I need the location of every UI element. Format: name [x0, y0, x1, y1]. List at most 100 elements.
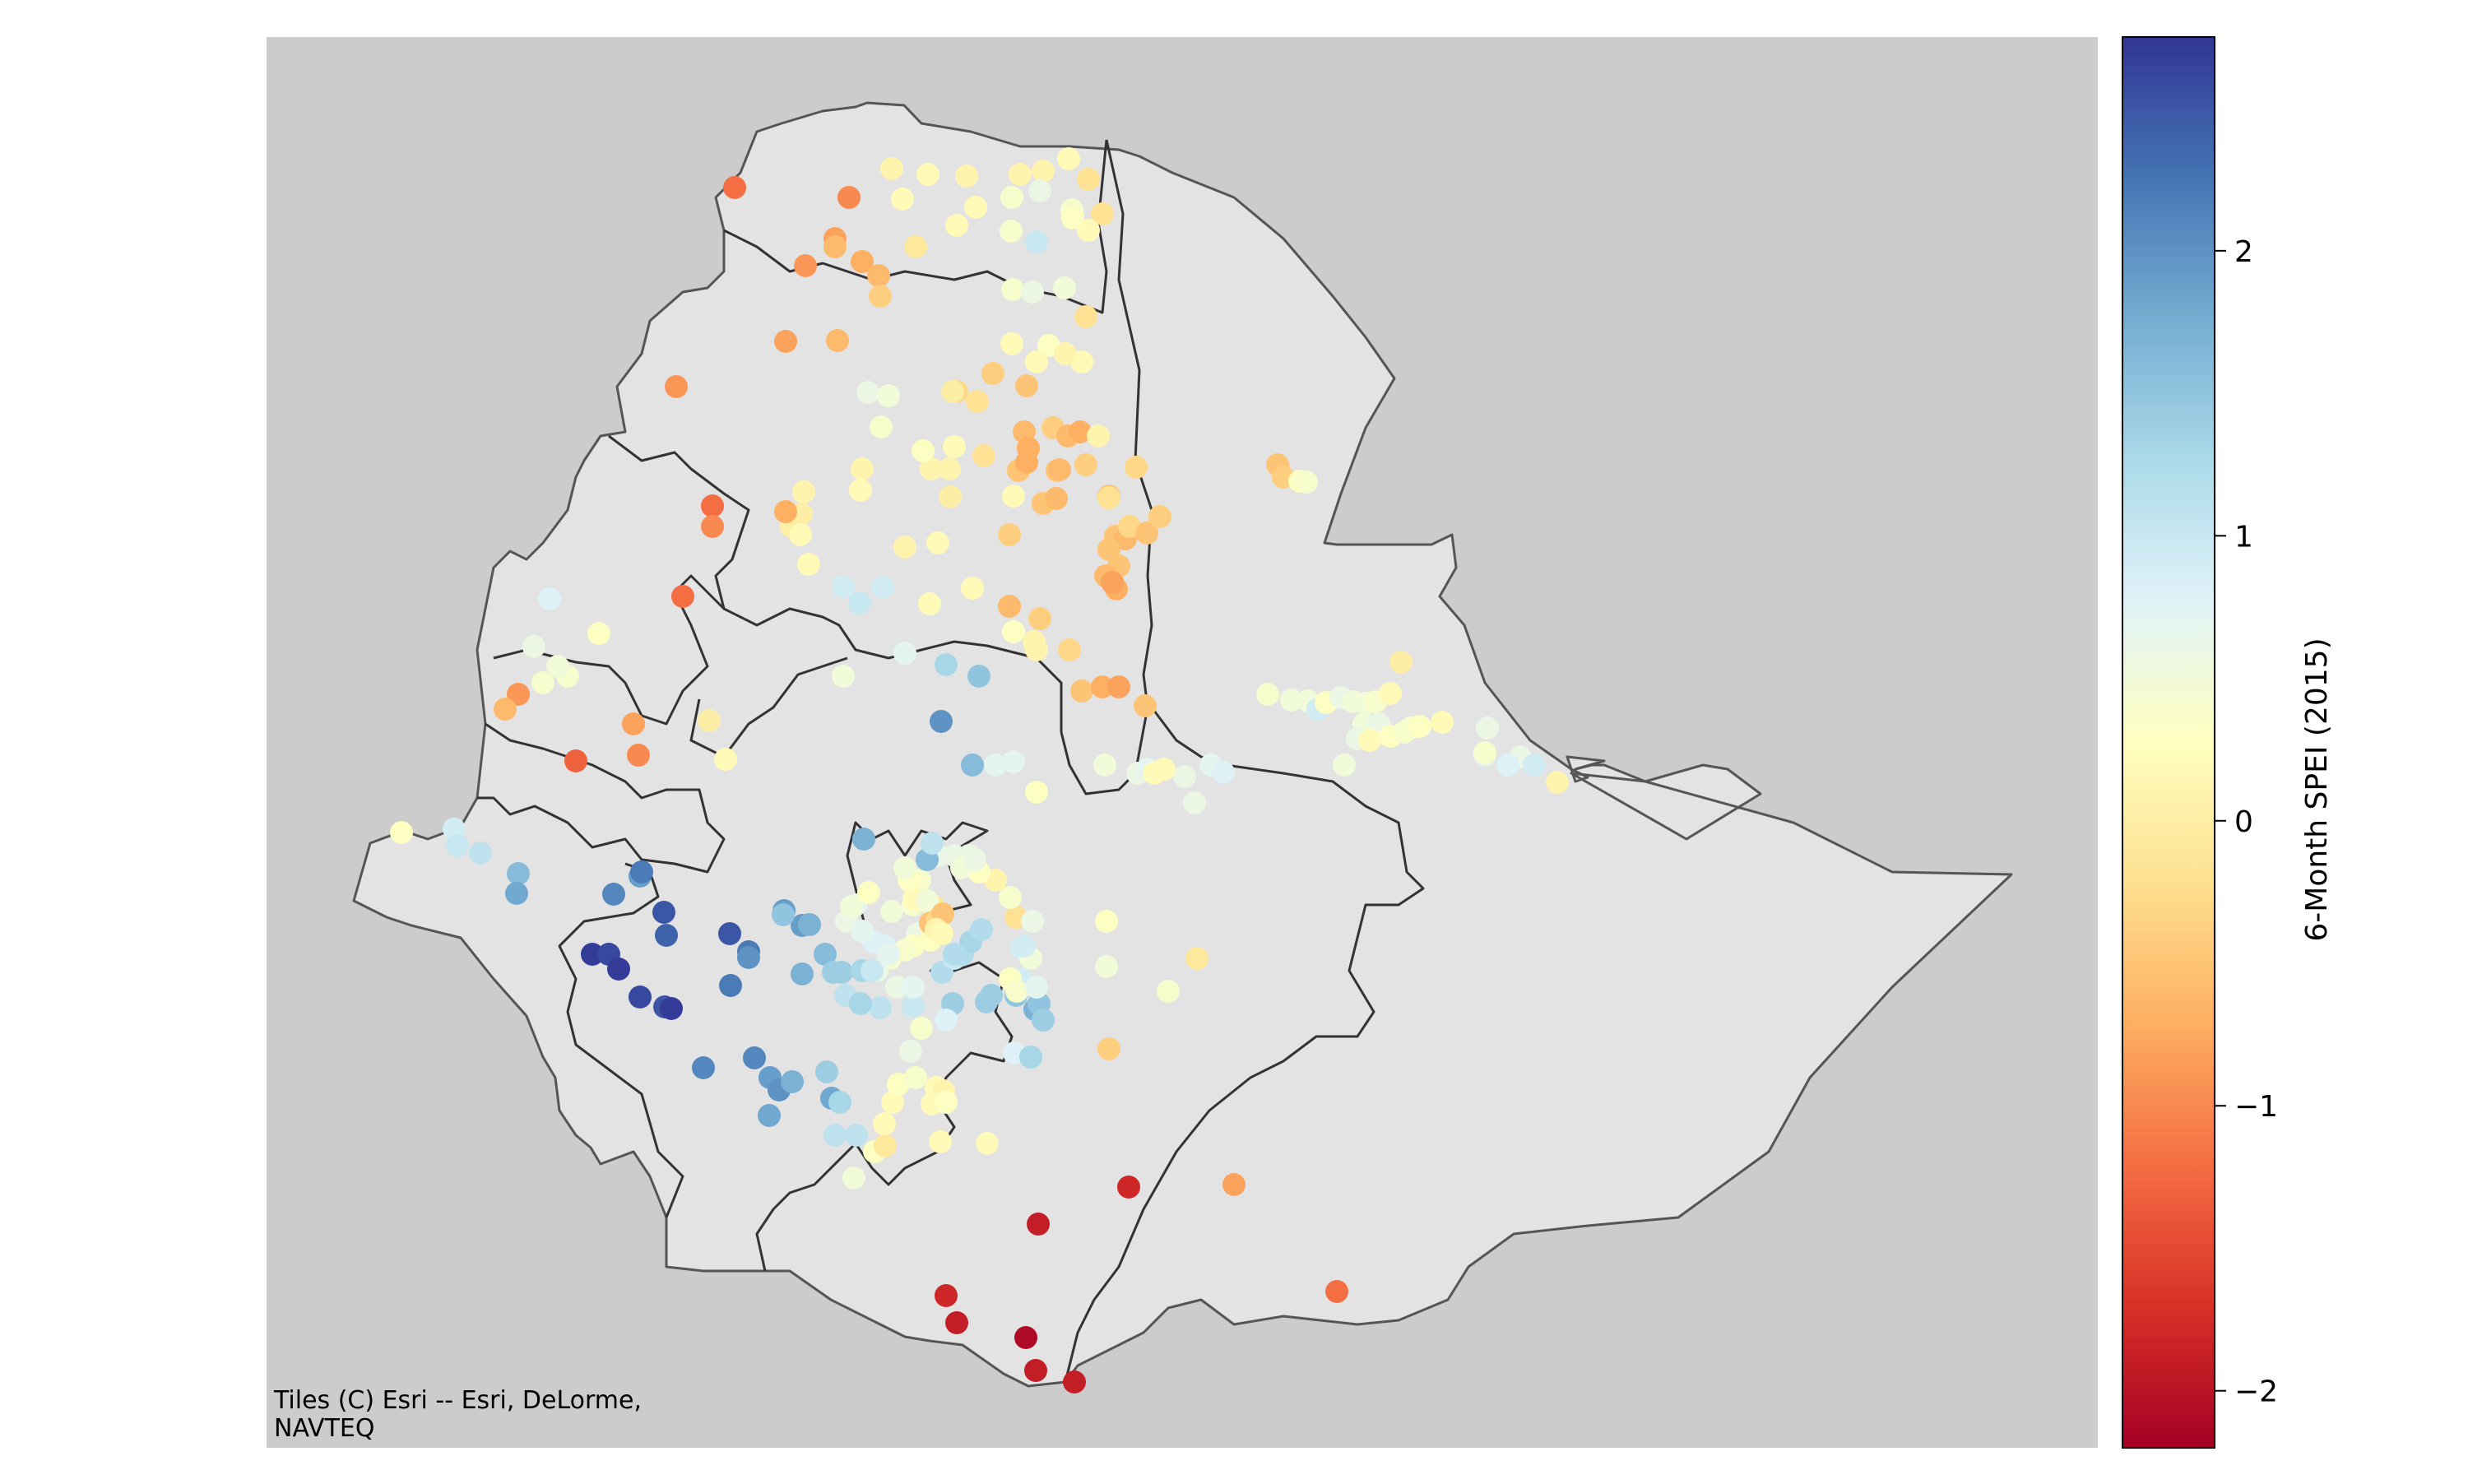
- station-point: [1095, 955, 1118, 978]
- station-point: [1019, 1046, 1042, 1069]
- station-point: [627, 744, 650, 767]
- station-point: [849, 479, 872, 502]
- station-point: [1408, 715, 1431, 738]
- station-point: [963, 848, 986, 871]
- station-point: [629, 985, 652, 1009]
- colorbar-ticks: 2 1 0 −1 −2: [2215, 235, 2278, 1409]
- station-point: [851, 457, 874, 480]
- station-point: [522, 635, 545, 658]
- station-point: [880, 900, 903, 923]
- afar-west-boundary: [1060, 139, 1153, 795]
- station-point: [1118, 515, 1141, 538]
- station-point: [893, 856, 916, 879]
- station-point: [1015, 451, 1038, 474]
- station-point: [961, 577, 984, 600]
- station-point: [861, 959, 884, 982]
- station-point: [1379, 682, 1402, 705]
- station-point: [1005, 980, 1028, 1003]
- station-point: [718, 922, 741, 945]
- station-point: [1025, 976, 1048, 999]
- colorbar-tick-label-1: 1: [2234, 520, 2253, 554]
- station-point: [1002, 485, 1025, 508]
- station-point: [743, 1046, 766, 1069]
- station-point: [941, 380, 964, 403]
- station-point: [893, 536, 916, 559]
- station-point: [998, 595, 1021, 618]
- station-point: [1358, 729, 1381, 752]
- station-point: [1074, 305, 1097, 328]
- station-point: [899, 1040, 922, 1063]
- station-point: [826, 329, 849, 352]
- station-point: [1135, 522, 1158, 545]
- station-point: [880, 157, 903, 180]
- station-point: [1256, 683, 1279, 706]
- station-point: [943, 435, 966, 458]
- snnpr-boundary: [558, 862, 684, 1218]
- station-point: [935, 653, 958, 676]
- station-point: [828, 1091, 851, 1114]
- station-point: [823, 235, 847, 258]
- station-point: [1095, 910, 1118, 933]
- station-point: [1048, 458, 1071, 481]
- station-point: [980, 984, 1003, 1007]
- station-point: [714, 748, 737, 771]
- station-point: [774, 500, 797, 523]
- station-point: [1021, 910, 1044, 933]
- station-point: [1027, 1213, 1050, 1236]
- station-point: [1025, 230, 1048, 253]
- station-point: [1032, 160, 1055, 183]
- central-boundary: [689, 656, 848, 758]
- station-points: [390, 147, 1569, 1394]
- station-point: [823, 1124, 847, 1147]
- station-point: [1000, 332, 1023, 355]
- station-point: [904, 235, 927, 258]
- station-point: [935, 1091, 958, 1114]
- tile-attribution-line2: NAVTEQ: [274, 1414, 374, 1443]
- station-point: [719, 974, 742, 997]
- station-point: [939, 485, 962, 508]
- station-point: [665, 375, 688, 398]
- station-point: [758, 1104, 781, 1127]
- station-point: [851, 920, 874, 943]
- station-point: [1002, 750, 1025, 773]
- station-point: [1058, 638, 1081, 661]
- station-point: [961, 754, 984, 777]
- station-point: [1054, 342, 1077, 365]
- station-point: [1117, 1176, 1140, 1199]
- station-point: [869, 996, 892, 1019]
- station-point: [1025, 638, 1048, 661]
- station-point: [1013, 934, 1036, 958]
- station-point: [929, 1130, 952, 1153]
- station-point: [1087, 424, 1110, 448]
- station-point: [581, 943, 604, 966]
- station-point: [964, 196, 987, 219]
- station-point: [1153, 758, 1176, 781]
- station-point: [1025, 350, 1048, 373]
- station-point: [794, 254, 817, 277]
- colorbar-tick-label-2: 0: [2234, 805, 2253, 839]
- station-point: [446, 834, 469, 857]
- station-point: [881, 1091, 904, 1114]
- station-point: [1091, 202, 1114, 225]
- station-point: [1032, 1009, 1055, 1032]
- amhara-west-boundary: [608, 434, 1063, 732]
- station-point: [830, 961, 853, 984]
- oromia-south-boundary: [755, 1142, 857, 1272]
- station-point: [848, 591, 871, 614]
- station-point: [935, 1009, 958, 1032]
- station-point: [737, 946, 760, 969]
- station-point: [607, 958, 630, 981]
- station-point: [1061, 206, 1084, 230]
- station-point: [851, 250, 874, 273]
- station-point: [587, 622, 610, 645]
- station-point: [902, 976, 925, 999]
- station-point: [652, 901, 675, 924]
- station-point: [1024, 1359, 1047, 1382]
- colorbar-tick-label-3: −1: [2234, 1090, 2278, 1124]
- colorbar-tick-label-4: −2: [2234, 1375, 2278, 1409]
- station-point: [1093, 754, 1116, 777]
- station-point: [871, 576, 894, 599]
- station-point: [698, 709, 721, 732]
- station-point: [774, 330, 797, 353]
- station-point: [930, 710, 953, 733]
